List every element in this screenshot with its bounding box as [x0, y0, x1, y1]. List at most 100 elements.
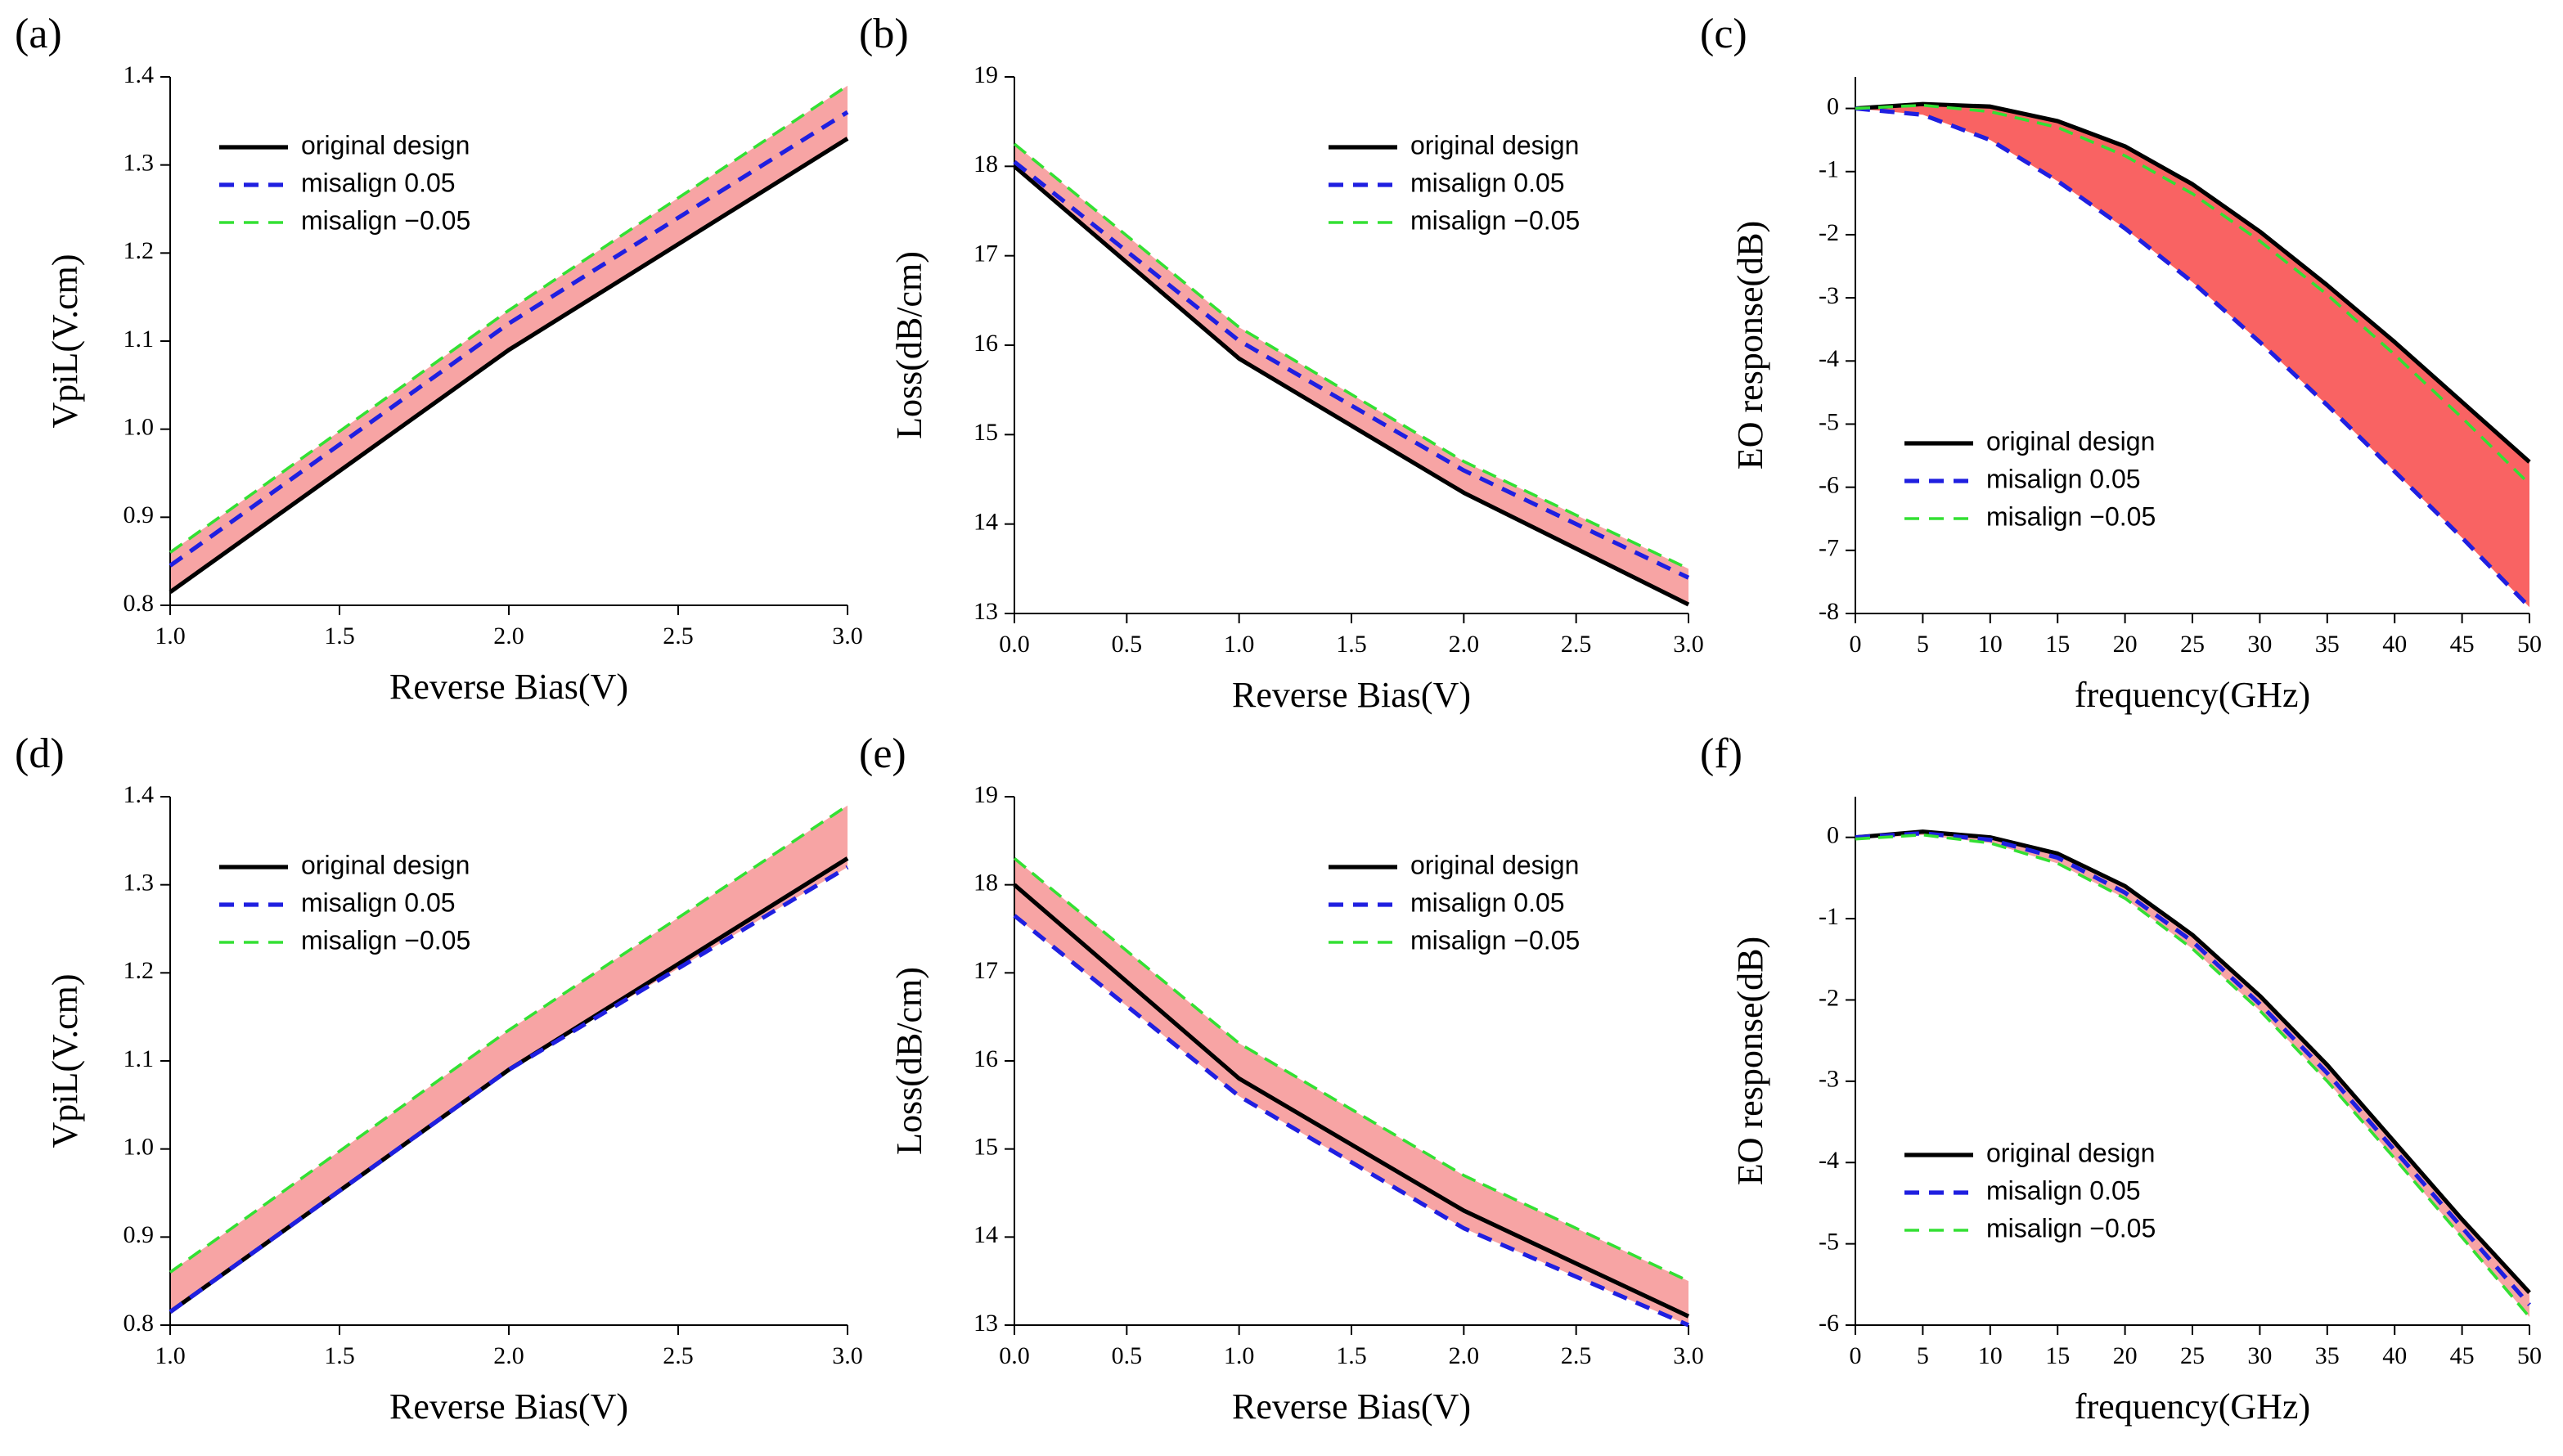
series-line	[1855, 106, 2531, 609]
series-line	[1013, 914, 1690, 1328]
y-tick-label: 1.0	[124, 414, 155, 441]
legend-label: misalign 0.05	[301, 168, 456, 197]
x-tick-label: 15	[2045, 1342, 2070, 1369]
series-line	[169, 137, 849, 594]
band	[170, 85, 848, 592]
x-axis-label: Reverse Bias(V)	[389, 667, 628, 707]
x-tick-label: 25	[2180, 631, 2205, 658]
y-tick-label: 18	[973, 151, 998, 178]
y-tick-label: 16	[973, 1045, 998, 1072]
y-tick-label: 1.4	[124, 61, 155, 88]
band	[1014, 144, 1688, 605]
series-line	[1013, 142, 1689, 570]
y-tick-label: 1.2	[124, 957, 155, 984]
series-line	[1855, 831, 2531, 1306]
y-tick-label: -1	[1819, 903, 1839, 930]
y-tick-label: 0	[1827, 92, 1839, 119]
x-tick-label: 1.5	[1336, 631, 1367, 658]
panel-label: (e)	[859, 730, 906, 777]
y-tick-label: 0.8	[124, 590, 155, 617]
legend-label: original design	[1410, 130, 1579, 160]
x-tick-label: 1.0	[155, 1342, 186, 1369]
y-tick-label: 13	[973, 598, 998, 625]
x-tick-label: 50	[2517, 631, 2542, 658]
x-tick-label: 1.0	[1224, 631, 1255, 658]
x-tick-label: 50	[2517, 1342, 2542, 1369]
band	[1855, 104, 2529, 608]
series-line	[1013, 883, 1690, 1319]
x-tick-label: 0.5	[1112, 631, 1143, 658]
legend-label: original design	[1986, 1138, 2155, 1167]
panel: 1.0 1.5 2.0 2.5 3.0 0.8 0.9 1.0 1.1 1.2 1.3 1.4 Reve…	[15, 730, 863, 1427]
x-tick-label: 1.5	[324, 1342, 355, 1369]
legend-label: original design	[301, 850, 470, 879]
x-tick-label: 3.0	[832, 622, 863, 649]
series-line	[169, 84, 848, 554]
panel-label: (d)	[15, 730, 65, 777]
panel-label: (b)	[859, 11, 909, 57]
x-tick-label: 2.5	[1561, 1342, 1592, 1369]
series-line	[1013, 160, 1690, 580]
y-tick-label: -4	[1819, 1147, 1839, 1174]
y-axis-label: VpiL(V.cm)	[45, 973, 85, 1148]
series-line	[1855, 101, 2531, 464]
x-tick-label: 40	[2382, 1342, 2407, 1369]
x-tick-label: 20	[2113, 631, 2138, 658]
panel: 0 5 10 15 20 25 30 35 40 45 50 -8 -7 -6 -5 -4 -3 -2 -1 0 fre…	[1700, 11, 2542, 715]
x-axis-label: Reverse Bias(V)	[1232, 1386, 1471, 1427]
x-tick-label: 5	[1917, 1342, 1929, 1369]
x-tick-label: 1.0	[1224, 1342, 1255, 1369]
x-tick-label: 30	[2247, 631, 2272, 658]
y-tick-label: 17	[973, 957, 998, 984]
y-axis-label: EO response(dB)	[1730, 221, 1770, 470]
y-tick-label: -6	[1819, 1310, 1839, 1337]
legend-label: misalign −0.05	[301, 925, 470, 955]
x-tick-label: 1.5	[324, 622, 355, 649]
legend-label: original design	[1986, 426, 2155, 456]
y-tick-label: 1.4	[124, 781, 155, 808]
y-tick-label: 14	[973, 1221, 998, 1248]
legend-label: misalign −0.05	[1410, 205, 1580, 235]
x-tick-label: 2.0	[493, 1342, 524, 1369]
y-tick-label: -5	[1819, 1229, 1839, 1256]
legend-label: misalign 0.05	[1410, 888, 1565, 917]
x-tick-label: 2.0	[1449, 1342, 1480, 1369]
y-tick-label: -5	[1819, 408, 1839, 435]
x-tick-label: 25	[2180, 1342, 2205, 1369]
x-axis-label: Reverse Bias(V)	[1232, 675, 1471, 715]
x-tick-label: 0.0	[999, 1342, 1030, 1369]
panel: 0.0 0.5 1.0 1.5 2.0 2.5 3.0 13 14 15 16 17 18 19 Rever…	[859, 730, 1704, 1427]
series-line	[1855, 833, 2531, 1319]
series-line	[169, 804, 848, 1274]
series-line	[1013, 856, 1689, 1283]
series-line	[169, 865, 849, 1314]
x-axis-label: Reverse Bias(V)	[389, 1386, 628, 1427]
x-tick-label: 0.0	[999, 631, 1030, 658]
band	[1014, 858, 1688, 1325]
legend-label: misalign −0.05	[1986, 501, 2156, 531]
y-tick-label: 1.2	[124, 237, 155, 264]
x-tick-label: 5	[1917, 631, 1929, 658]
y-tick-label: 15	[973, 419, 998, 446]
panel: 0 5 10 15 20 25 30 35 40 45 50 -6 -5 -4 -3 -2 -1 0 frequen…	[1700, 730, 2542, 1427]
x-tick-label: 3.0	[1673, 631, 1704, 658]
y-tick-label: 16	[973, 330, 998, 357]
x-tick-label: 15	[2045, 631, 2070, 658]
y-tick-label: -3	[1819, 1066, 1839, 1093]
x-tick-label: 35	[2315, 1342, 2340, 1369]
y-tick-label: -1	[1819, 156, 1839, 183]
y-tick-label: -4	[1819, 345, 1839, 372]
x-tick-label: 35	[2315, 631, 2340, 658]
x-tick-label: 0	[1850, 631, 1862, 658]
y-tick-label: -2	[1819, 219, 1839, 246]
y-tick-label: 1.1	[124, 326, 155, 353]
x-tick-label: 40	[2382, 631, 2407, 658]
x-tick-label: 3.0	[832, 1342, 863, 1369]
x-tick-label: 1.5	[1336, 1342, 1367, 1369]
x-tick-label: 2.5	[663, 622, 694, 649]
legend-label: misalign −0.05	[301, 205, 470, 235]
y-tick-label: -7	[1819, 535, 1839, 562]
y-axis-label: Loss(dB/cm)	[889, 967, 929, 1155]
y-tick-label: 0.8	[124, 1310, 155, 1337]
